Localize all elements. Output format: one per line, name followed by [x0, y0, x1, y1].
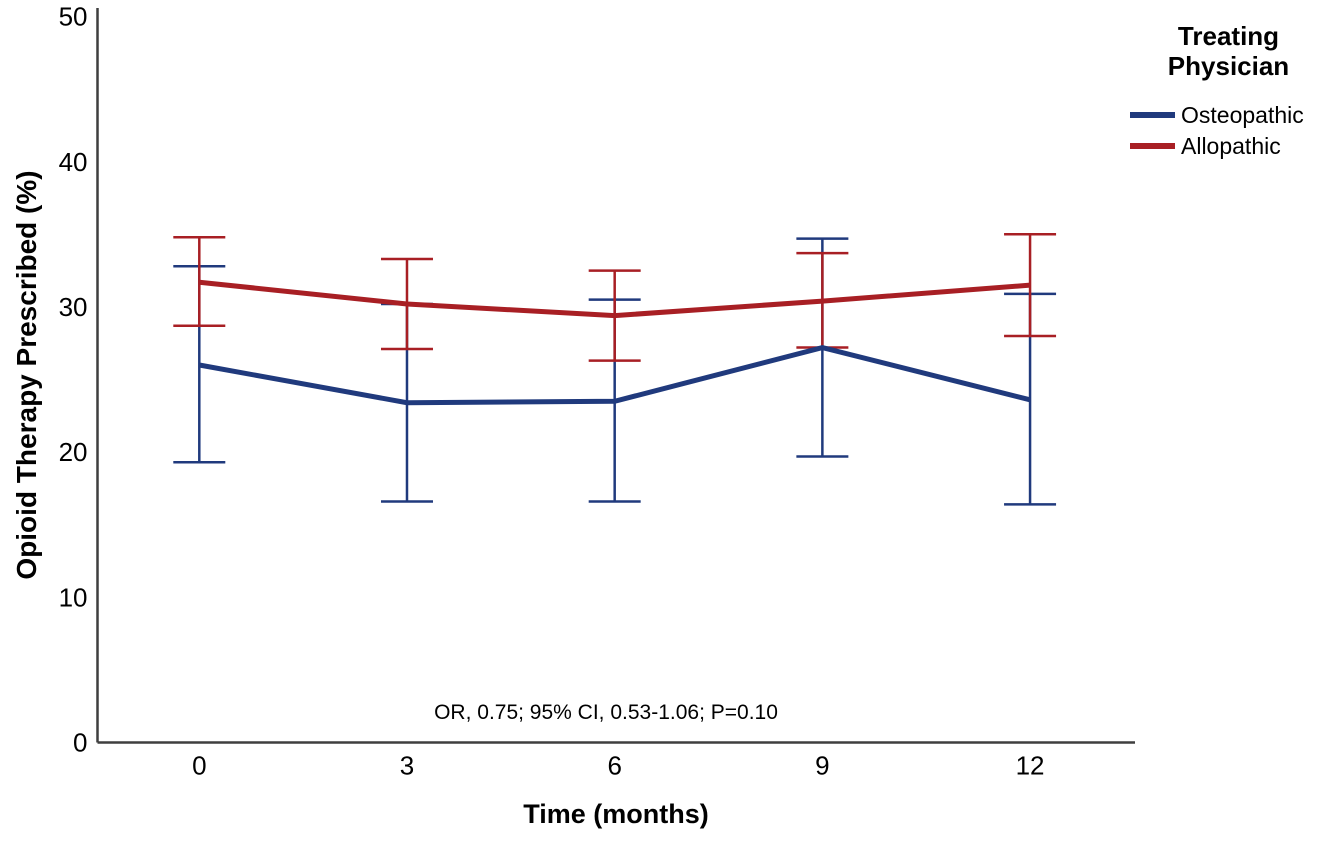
allopathic-line-swatch — [1130, 143, 1175, 150]
y-tick-label: 10 — [59, 582, 88, 612]
x-tick-label: 6 — [607, 751, 621, 781]
legend-items: Osteopathic Allopathic — [1130, 102, 1327, 160]
allopathic-series-line — [199, 279, 1031, 319]
osteopathic-line-swatch — [1130, 112, 1175, 119]
legend-label-allopathic: Allopathic — [1181, 132, 1281, 159]
y-tick-label: 30 — [59, 292, 88, 322]
y-tick-label: 0 — [73, 728, 87, 758]
legend: Treating Physician Osteopathic Allopathi… — [1130, 21, 1327, 164]
y-tick-label: 40 — [59, 147, 88, 177]
x-tick-label: 0 — [192, 751, 206, 781]
x-axis-title: Time (months) — [523, 799, 709, 829]
legend-label-osteopathic: Osteopathic — [1181, 101, 1304, 128]
legend-item-allopathic: Allopathic — [1130, 133, 1327, 160]
x-tick-label: 3 — [400, 751, 414, 781]
y-tick-label: 50 — [59, 2, 88, 32]
x-tick-label: 12 — [1016, 751, 1045, 781]
y-tick-label: 20 — [59, 437, 88, 467]
stats-annotation: OR, 0.75; 95% CI, 0.53-1.06; P=0.10 — [434, 701, 778, 724]
legend-item-osteopathic: Osteopathic — [1130, 102, 1327, 129]
osteopathic-series-line — [198, 344, 1031, 406]
y-axis-title: Opioid Therapy Prescribed (%) — [11, 170, 42, 580]
legend-title: Treating Physician — [1167, 21, 1290, 81]
x-tick-label: 9 — [815, 751, 829, 781]
